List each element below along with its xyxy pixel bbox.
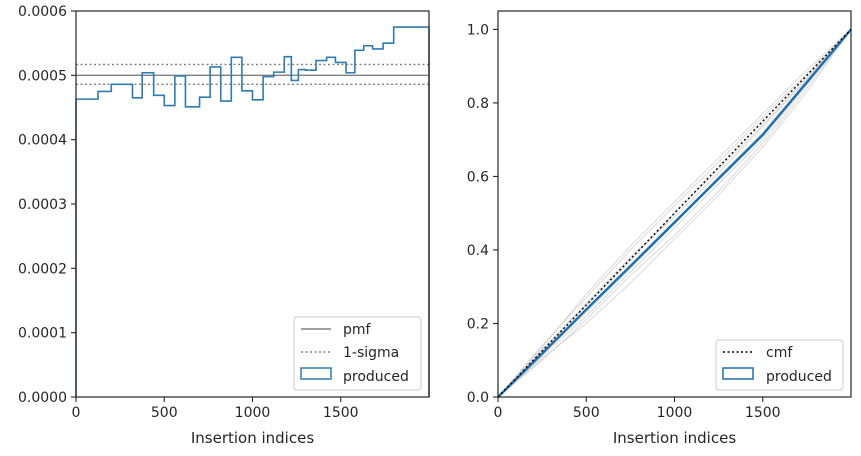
left-x-tick-label: 0 <box>72 405 81 421</box>
right-x-tick-label: 0 <box>494 405 503 421</box>
realization-line <box>497 29 852 398</box>
right-y-tick-label: 0.8 <box>467 96 489 112</box>
produced-cdf-line <box>497 28 852 398</box>
legend-produced-label-right: produced <box>766 369 832 385</box>
right-plot-area <box>497 28 852 398</box>
right-axes: 0 500 1000 1500 0.0 0.2 0.4 0.6 0.8 1.0 <box>467 22 781 421</box>
realization-line <box>497 29 852 398</box>
right-legend: cmf produced <box>715 339 844 391</box>
right-legend-box <box>715 339 844 391</box>
left-axes: 0 500 1000 1500 0.0000 0.0001 0.0002 0.0003 0.00… <box>18 4 359 421</box>
left-y-tick-label: 0.0000 <box>18 390 67 406</box>
left-y-tick-label: 0.0006 <box>18 4 67 20</box>
right-y-tick-label: 1.0 <box>467 22 489 38</box>
legend-pmf-label: pmf <box>343 322 372 338</box>
left-axes-frame <box>75 10 430 398</box>
right-y-tick-label: 0.2 <box>467 316 489 332</box>
right-x-tick-label: 1000 <box>657 405 693 421</box>
left-legend: pmf 1-sigma produced <box>293 316 422 391</box>
left-y-tick-label: 0.0002 <box>18 261 67 277</box>
left-x-tick-label: 500 <box>151 405 178 421</box>
left-xlabel: Insertion indices <box>191 429 314 447</box>
right-y-tick-label: 0.4 <box>467 243 489 259</box>
legend-produced-label: produced <box>343 369 409 385</box>
produced-histogram <box>75 26 430 397</box>
legend-cmf-label: cmf <box>766 345 793 361</box>
legend-produced-swatch-right <box>722 367 754 380</box>
right-x-tick-label: 1500 <box>745 405 781 421</box>
legend-sigma-label: 1-sigma <box>343 345 399 361</box>
cmf-line <box>497 28 852 398</box>
right-x-tick-label: 500 <box>573 405 600 421</box>
left-y-tick-label: 0.0005 <box>18 68 67 84</box>
realization-line <box>497 29 852 398</box>
realization-line <box>497 29 852 398</box>
cmf-panel: 0 500 1000 1500 0.0 0.2 0.4 0.6 0.8 1.0 Insertion… <box>467 10 852 447</box>
pmf-panel: 0 500 1000 1500 0.0000 0.0001 0.0002 0.0003 0.00… <box>18 4 430 447</box>
left-y-tick-label: 0.0004 <box>18 133 67 149</box>
legend-produced-swatch <box>300 367 332 380</box>
left-legend-box <box>293 316 422 391</box>
left-y-tick-label: 0.0003 <box>18 197 67 213</box>
right-y-tick-label: 0.6 <box>467 169 489 185</box>
left-plot-area <box>75 26 430 397</box>
left-x-tick-label: 1500 <box>323 405 359 421</box>
right-axes-frame <box>497 10 852 398</box>
left-y-tick-label: 0.0001 <box>18 326 67 342</box>
right-xlabel: Insertion indices <box>613 429 736 447</box>
right-y-tick-label: 0.0 <box>467 390 489 406</box>
left-x-tick-label: 1000 <box>235 405 271 421</box>
